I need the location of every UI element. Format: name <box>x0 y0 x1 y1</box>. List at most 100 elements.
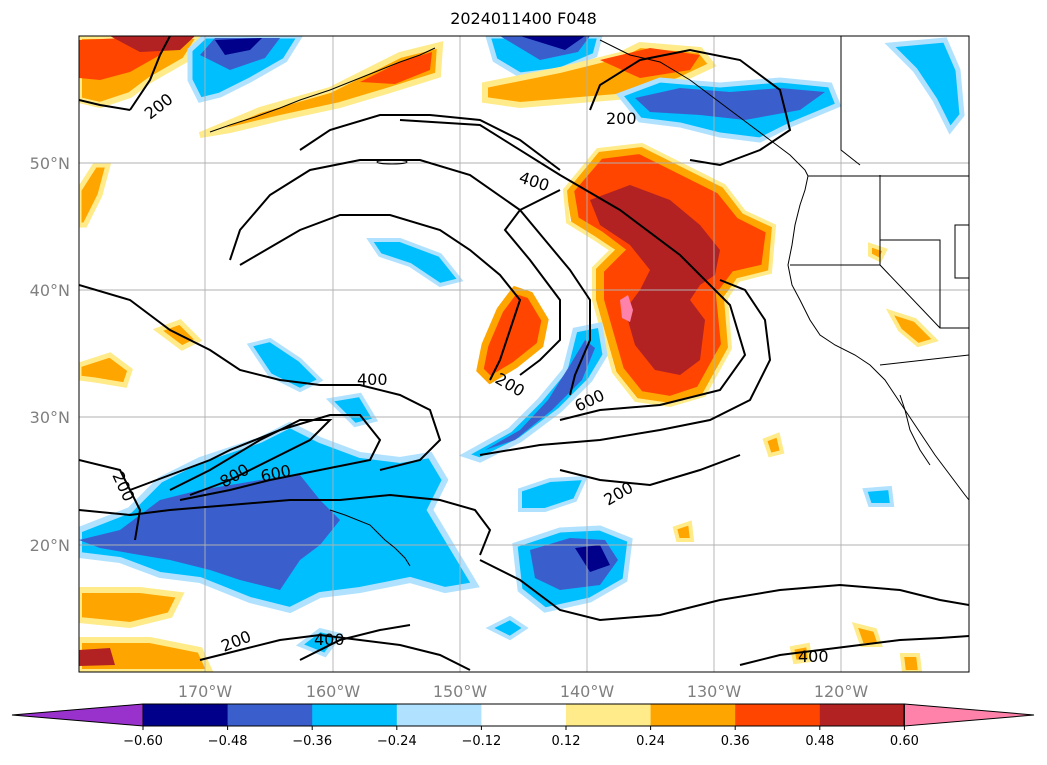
coastlines <box>209 36 969 567</box>
colorbar-tick-label: −0.48 <box>208 734 248 749</box>
warm-patch-small-d <box>899 653 923 672</box>
colorbar-tick-label: 0.60 <box>890 734 919 749</box>
lat-tick-label: 30°N <box>30 408 70 427</box>
colorbar: −0.60 −0.48 −0.36 −0.24 −0.12 0.12 0.24 0.36 0.4… <box>11 703 1035 749</box>
colorbar-tick-label: 0.48 <box>805 734 834 749</box>
contour-label: 400 <box>357 370 388 389</box>
hot-blob-pacific-nw <box>590 185 720 375</box>
colorbar-tick-label: 0.24 <box>636 734 665 749</box>
contour-600-south <box>129 414 382 501</box>
contour-800-south <box>169 419 333 496</box>
coast-aleutians <box>209 47 436 133</box>
colorbar-cell <box>227 704 313 726</box>
lat-tick-label: 40°N <box>30 281 70 300</box>
cold-streak-central-core <box>485 340 595 450</box>
contour-800-loop <box>239 214 522 381</box>
colorbar-cell <box>143 704 229 726</box>
lon-tick-label: 120°W <box>814 682 869 701</box>
lon-tick-label: 160°W <box>306 682 361 701</box>
warm-patch-small-c <box>851 622 883 647</box>
contour-lines <box>79 36 969 671</box>
colorbar-tick-label: −0.12 <box>461 734 501 749</box>
colorbar-cell <box>481 704 567 726</box>
colorbar-cell <box>735 704 821 726</box>
contour-600-inner <box>229 159 591 396</box>
colorbar-tick-label: −0.36 <box>292 734 332 749</box>
warm-band-aleutian <box>198 41 444 138</box>
lat-tick-label: 20°N <box>30 536 70 555</box>
colorbar-cell <box>396 704 482 726</box>
lon-tick-label: 140°W <box>560 682 615 701</box>
contour-200-west-lower <box>79 459 142 541</box>
warm-patch-southwest <box>79 587 185 629</box>
border-alaska-canada <box>840 36 861 166</box>
contour-400-south-west <box>79 493 492 556</box>
contour-400-hook <box>299 114 561 376</box>
coast-alaska <box>599 39 809 177</box>
colorbar-cell <box>312 704 398 726</box>
map-area: 200 200 400 400 600 200 800 600 200 200 … <box>79 36 969 672</box>
contour-200-northwest <box>79 99 131 111</box>
cold-area-south-core <box>79 475 340 590</box>
hot-patch-southwest-corner <box>79 648 115 666</box>
lon-tick-label: 150°W <box>433 682 488 701</box>
contour-200-central-east <box>479 279 772 456</box>
lat-axis: 50°N 40°N 30°N 20°N <box>30 154 70 555</box>
cold-patch-ne-corner <box>884 37 965 135</box>
contour-400-main <box>399 119 747 421</box>
cold-patch-mid-a <box>246 337 324 393</box>
warm-patch-small-e <box>789 642 813 665</box>
lon-tick-label: 170°W <box>178 682 233 701</box>
coast-west-usa <box>787 175 969 501</box>
max-patch-pacific-nw <box>620 295 633 322</box>
colorbar-cell <box>650 704 736 726</box>
contour-200-south-west <box>79 284 442 471</box>
gridlines <box>79 36 969 672</box>
map-title: 2024011400 F048 <box>450 9 597 28</box>
warm-blob-pacific-nw-outer <box>562 142 777 408</box>
warm-blob-central <box>476 285 549 385</box>
warm-patch-small-g <box>868 242 888 263</box>
contour-200-southwest-lower <box>199 633 471 671</box>
cold-patch-small-east <box>862 485 895 507</box>
contour-200-gulf <box>589 48 792 167</box>
contour-400-south-east <box>739 635 969 666</box>
warm-patch-small-f <box>885 308 939 348</box>
cold-patch-south-east-dark <box>575 545 610 572</box>
island-hawaii <box>329 509 411 567</box>
colorbar-tick-label: −0.60 <box>123 734 163 749</box>
cold-patch-mid-b <box>366 238 464 288</box>
warm-patch-small-a <box>762 432 785 458</box>
colorbar-cell <box>566 704 652 726</box>
colorbar-frame <box>142 703 905 727</box>
hot-patch-nw-core <box>110 36 195 52</box>
contour-label: 400 <box>314 630 345 649</box>
cold-patch-north-central-dark <box>520 36 585 50</box>
colorbar-tick-label: 0.12 <box>552 734 581 749</box>
colorbar-tick-label: −0.24 <box>377 734 417 749</box>
cold-patch-nw-dark <box>215 38 262 55</box>
border-state-east <box>954 224 969 279</box>
border-state-central <box>879 175 941 328</box>
colorbar-extend-low <box>11 703 144 727</box>
contour-400-southwest-lower <box>299 624 411 661</box>
cold-patch-south-small <box>518 475 589 512</box>
colorbar-ticks: −0.60 −0.48 −0.36 −0.24 −0.12 0.12 0.24 0.36 0.4… <box>123 726 919 749</box>
cold-band-gulf-alaska-core <box>635 88 825 120</box>
warm-band-aleutian-core <box>360 52 432 84</box>
lon-tick-label: 130°W <box>687 682 742 701</box>
colorbar-cell <box>819 704 905 726</box>
contour-200-south-east <box>479 559 969 622</box>
lat-tick-label: 50°N <box>30 154 70 173</box>
colorbar-tick-label: 0.36 <box>721 734 750 749</box>
contour-200-east-lower <box>559 454 741 487</box>
lon-axis: 170°W 160°W 150°W 140°W 130°W 120°W <box>178 682 869 701</box>
contour-label: 400 <box>798 647 829 666</box>
colorbar-cells <box>11 703 1035 727</box>
cold-patch-south-tiny <box>485 615 529 641</box>
border-mexico <box>879 354 969 366</box>
cold-streak-central <box>458 322 608 463</box>
warm-patch-west-a <box>79 352 133 388</box>
warm-patch-small-b <box>672 520 695 542</box>
